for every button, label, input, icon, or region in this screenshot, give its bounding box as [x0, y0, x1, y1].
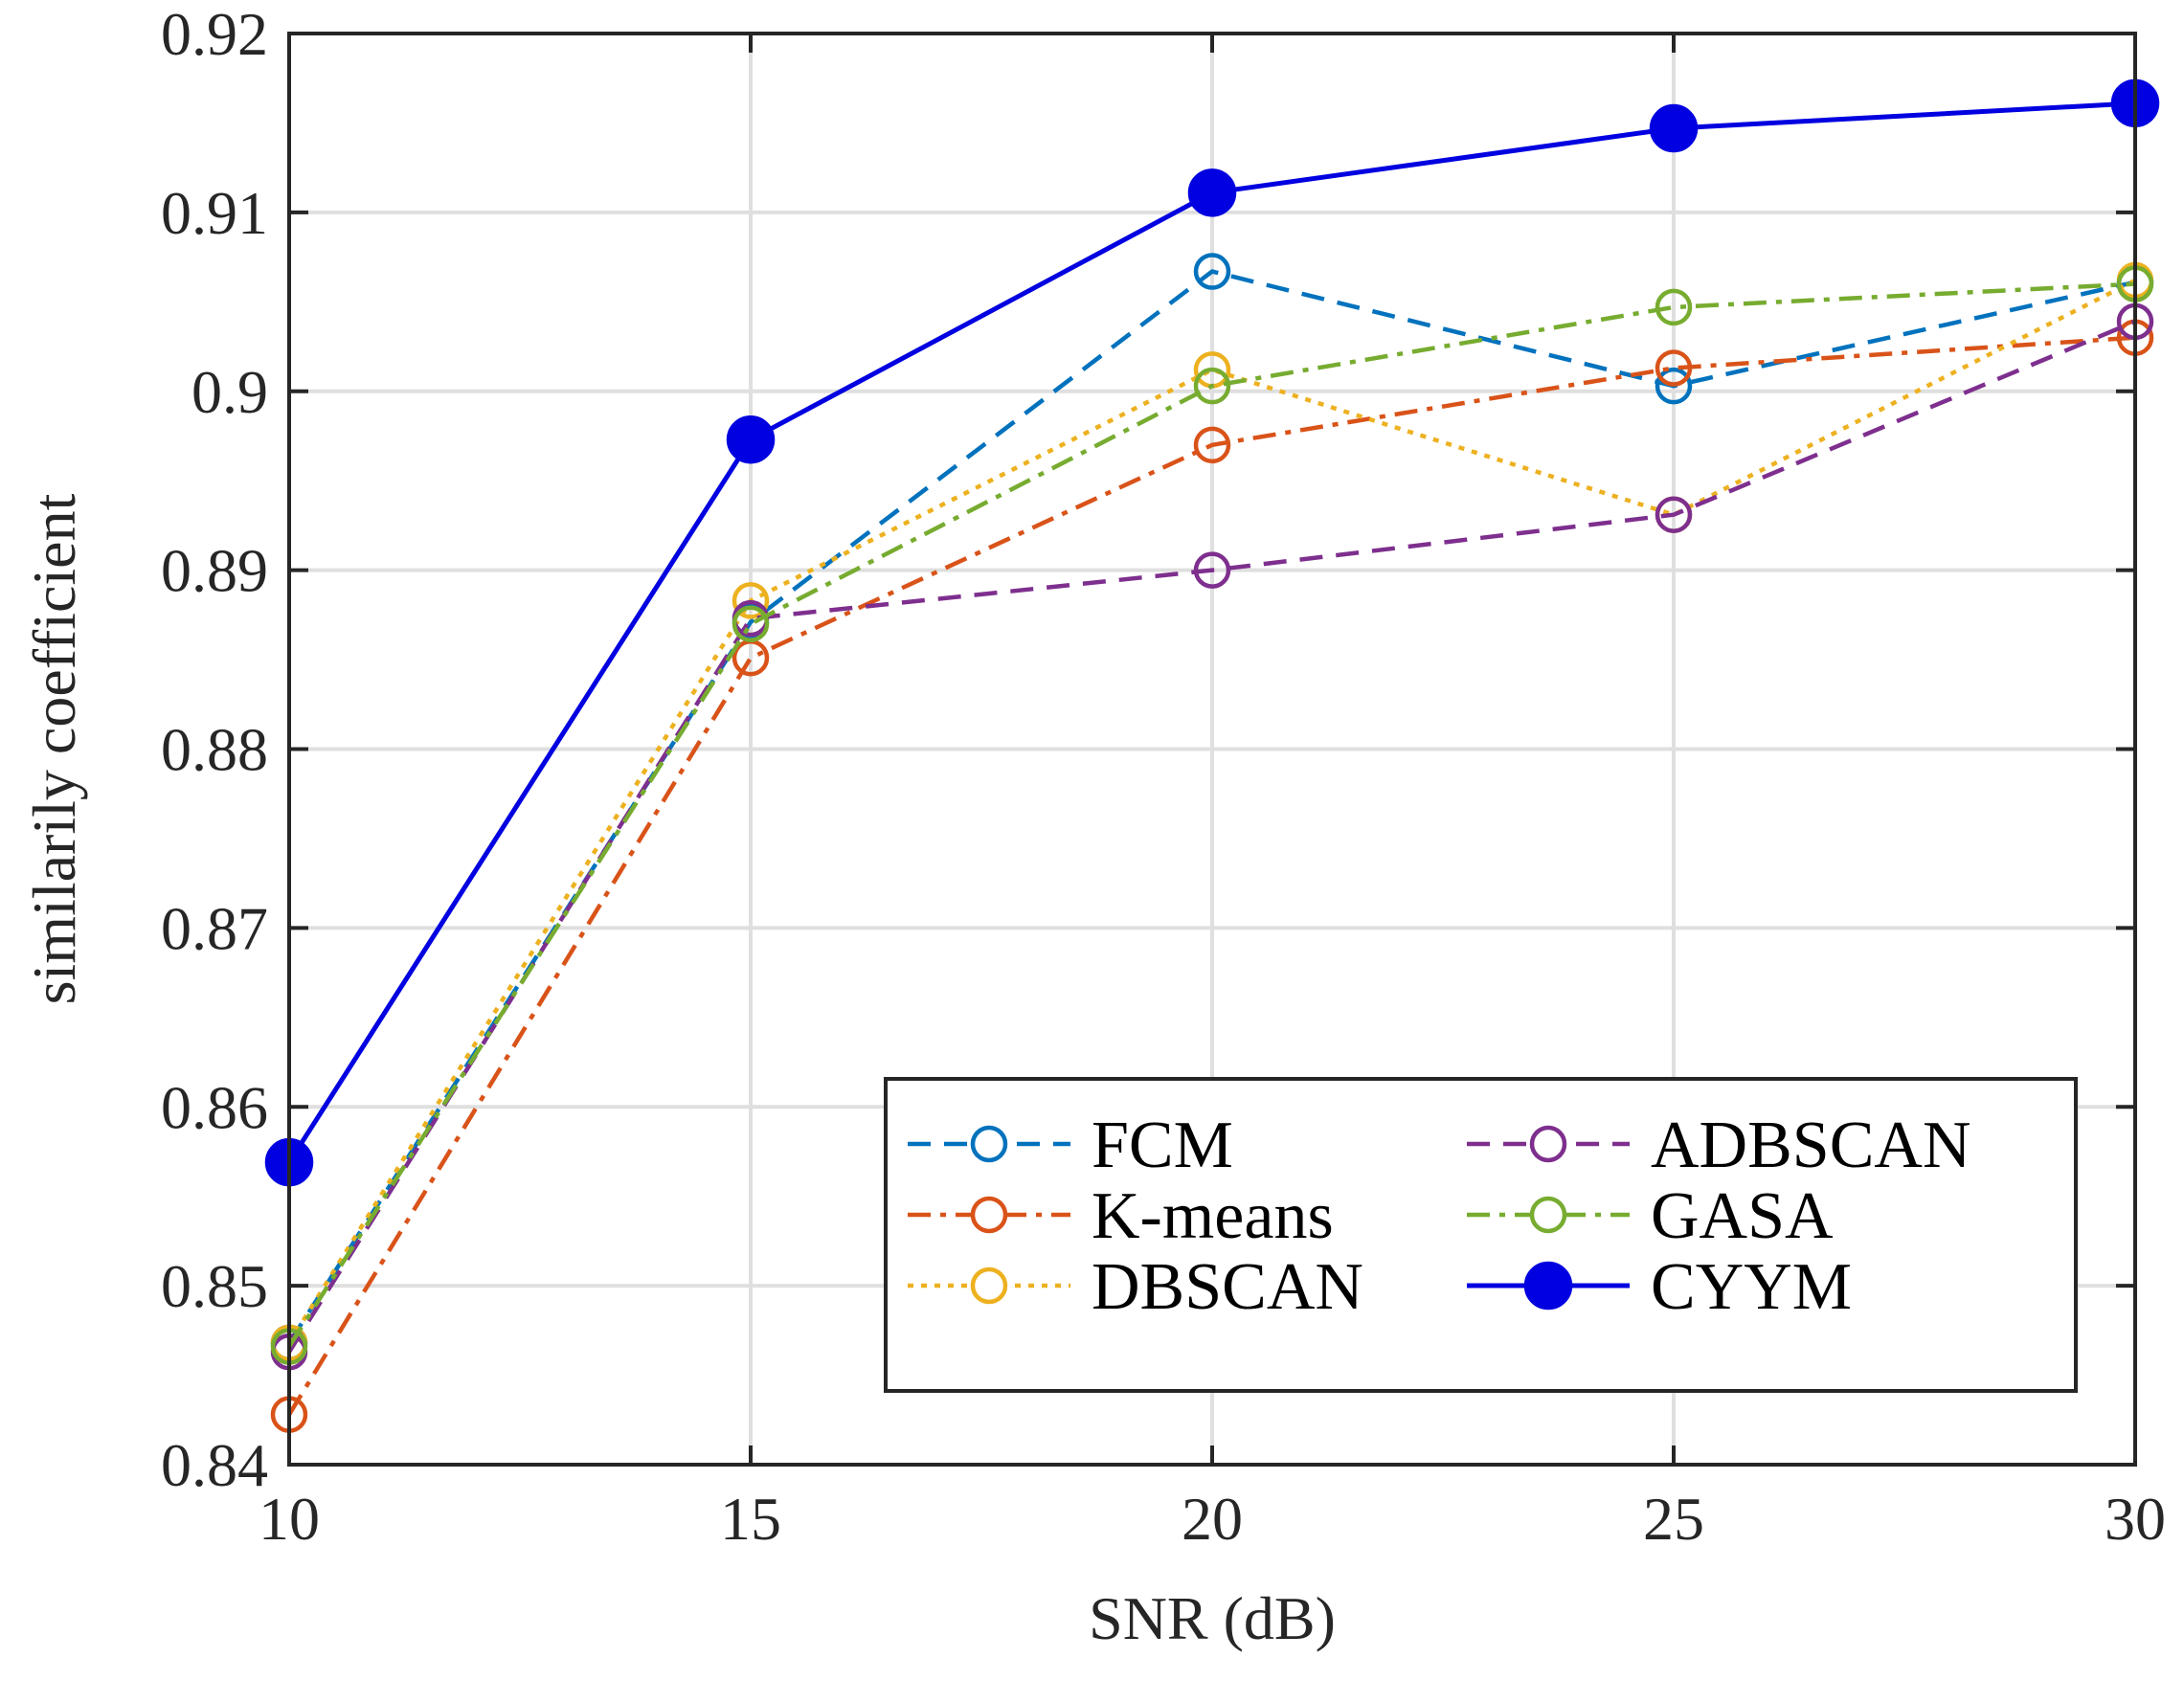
legend-marker [970, 1266, 1008, 1305]
y-tick-label: 0.89 [161, 537, 268, 605]
data-point [1193, 367, 1231, 405]
legend-item: CYYM [1467, 1250, 1852, 1324]
x-tick-label: 10 [259, 1485, 320, 1553]
legend-box [884, 1077, 2078, 1393]
data-point [1655, 367, 1693, 405]
data-point [1655, 496, 1693, 533]
x-tick-label: 25 [1643, 1485, 1704, 1553]
series-line [287, 319, 2136, 1354]
legend-label: DBSCAN [1092, 1250, 1363, 1324]
legend-item: DBSCAN [908, 1250, 1363, 1324]
axis-ticks: 10 15 20 25 30 0.84 0.85 0.86 0.87 0.88 0.89 0.9 0.9… [161, 0, 2166, 1553]
y-tick-label: 0.84 [161, 1431, 268, 1499]
legend-marker [970, 1125, 1008, 1163]
y-tick-label: 0.91 [161, 179, 268, 247]
y-tick-label: 0.88 [161, 716, 268, 784]
legend-label: GASA [1651, 1179, 1834, 1253]
series-lines [264, 78, 2160, 1433]
data-point [732, 582, 770, 619]
legend-label: FCM [1092, 1109, 1233, 1182]
data-point [732, 605, 770, 642]
y-tick-label: 0.85 [161, 1252, 268, 1320]
data-point [1193, 426, 1231, 464]
series-line [287, 269, 2136, 1345]
legend-marker [1529, 1125, 1567, 1163]
y-tick-label: 0.87 [161, 894, 268, 962]
x-tick-label: 15 [720, 1485, 781, 1553]
legend-item: ADBSCAN [1467, 1109, 1971, 1182]
data-point [1655, 349, 1693, 387]
legend-item: GASA [1467, 1179, 1834, 1253]
x-axis-title: SNR (dB) [1089, 1584, 1336, 1652]
data-point [1655, 288, 1693, 326]
legend-marker [1523, 1261, 1573, 1311]
data-point [1187, 168, 1237, 217]
y-tick-label: 0.9 [191, 358, 268, 426]
x-tick-label: 30 [2105, 1485, 2166, 1553]
data-point [1649, 103, 1699, 153]
series-line [287, 281, 2136, 1348]
data-point [726, 415, 776, 464]
x-tick-label: 20 [1182, 1485, 1243, 1553]
legend-marker [1529, 1196, 1567, 1234]
legend-label: ADBSCAN [1651, 1109, 1971, 1182]
legend-label: K-means [1092, 1179, 1334, 1253]
y-tick-label: 0.86 [161, 1073, 268, 1141]
legend-label: CYYM [1651, 1250, 1852, 1324]
legend-item: K-means [908, 1179, 1334, 1253]
legend-marker [970, 1196, 1008, 1234]
legend-item: FCM [908, 1109, 1233, 1182]
y-tick-label: 0.92 [161, 0, 268, 68]
series-cyym [264, 78, 2160, 1187]
data-point [1193, 253, 1231, 290]
y-axis-title: similarily coefficient [20, 493, 88, 1004]
series-line [287, 335, 2136, 1416]
data-point [1193, 551, 1231, 589]
